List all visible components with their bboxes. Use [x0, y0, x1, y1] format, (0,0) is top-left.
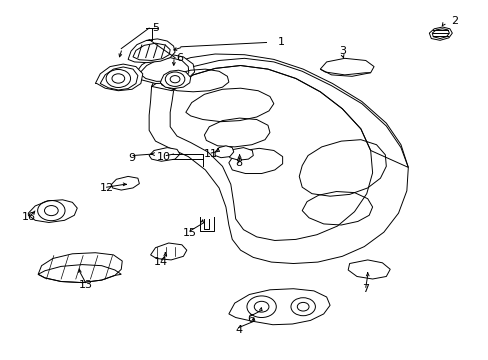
Text: 6: 6: [246, 314, 253, 324]
Polygon shape: [95, 64, 142, 91]
Text: 4: 4: [235, 325, 242, 336]
Text: 6: 6: [176, 53, 183, 63]
Polygon shape: [111, 176, 139, 190]
Polygon shape: [128, 39, 175, 63]
Polygon shape: [347, 260, 389, 279]
Text: 10: 10: [157, 152, 170, 162]
Polygon shape: [428, 27, 451, 40]
Polygon shape: [38, 253, 122, 283]
Polygon shape: [228, 289, 329, 325]
Text: 13: 13: [79, 280, 92, 290]
Text: 8: 8: [235, 158, 242, 168]
Text: 9: 9: [128, 153, 135, 163]
Text: 2: 2: [450, 16, 457, 26]
Text: 5: 5: [152, 23, 159, 33]
Polygon shape: [28, 200, 77, 222]
Text: 7: 7: [362, 284, 368, 294]
Text: 1: 1: [277, 37, 284, 48]
Text: 3: 3: [338, 46, 345, 56]
Text: 12: 12: [100, 183, 113, 193]
Polygon shape: [134, 54, 194, 84]
Polygon shape: [320, 58, 373, 76]
Text: 14: 14: [154, 257, 168, 267]
Text: 11: 11: [204, 149, 218, 159]
Polygon shape: [150, 243, 186, 260]
Polygon shape: [215, 146, 233, 158]
Text: 15: 15: [183, 228, 196, 238]
Text: 16: 16: [21, 212, 35, 222]
Polygon shape: [228, 148, 253, 160]
Polygon shape: [160, 70, 190, 89]
Polygon shape: [149, 54, 407, 264]
Polygon shape: [149, 148, 180, 161]
